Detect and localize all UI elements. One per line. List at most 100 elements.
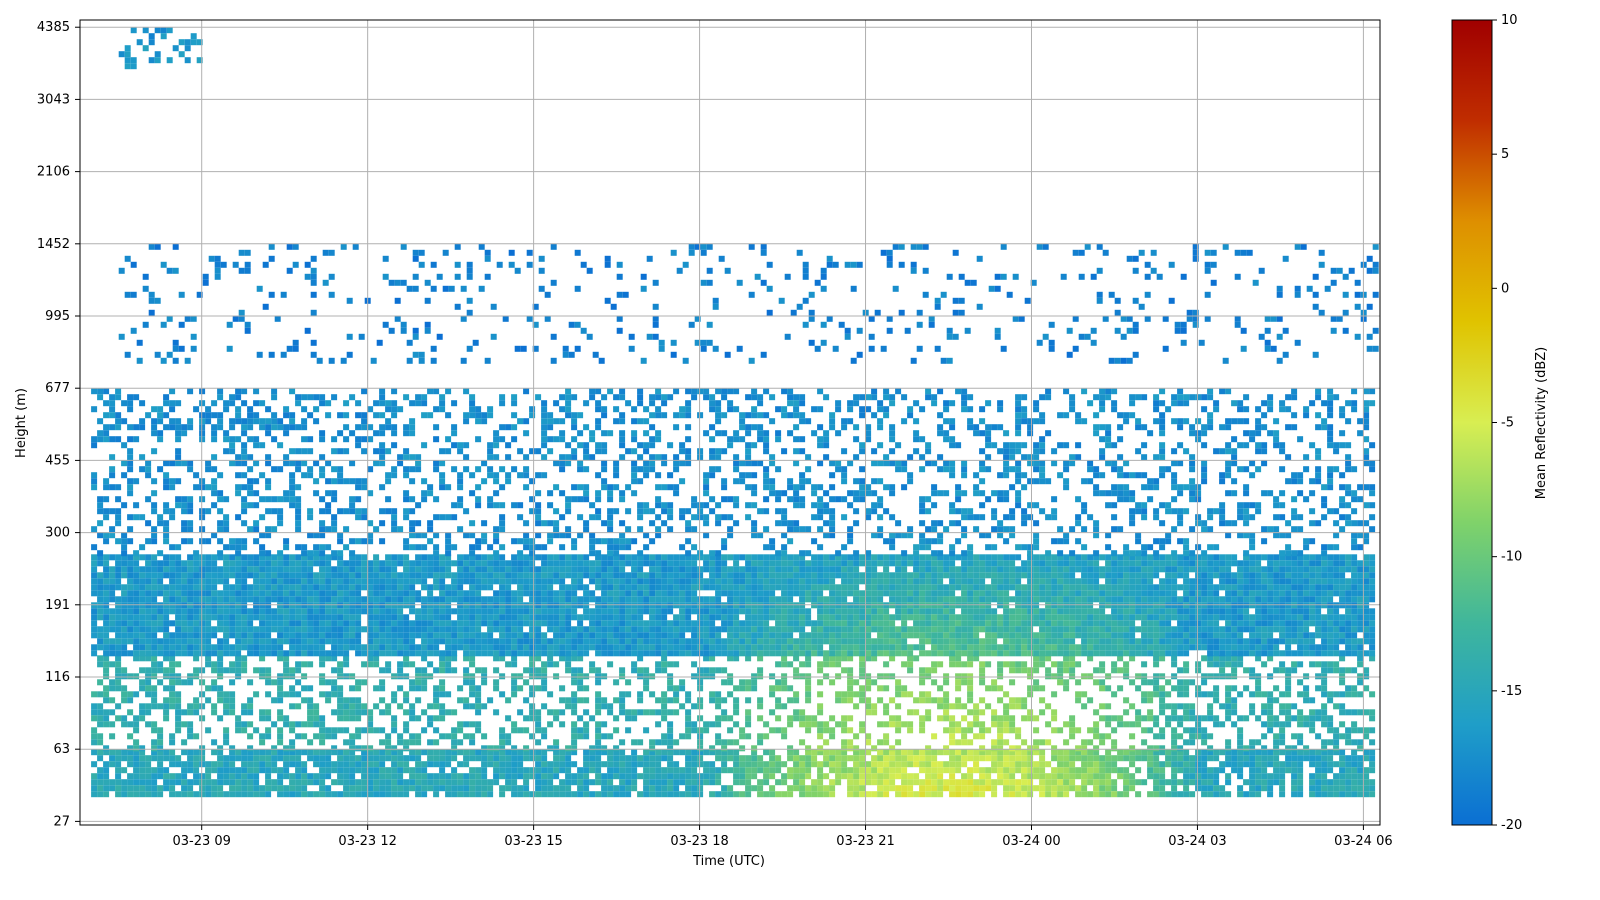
heatmap-cell bbox=[505, 755, 512, 762]
heatmap-cell bbox=[1009, 572, 1016, 579]
heatmap-cell bbox=[793, 773, 800, 780]
heatmap-cell bbox=[427, 572, 434, 579]
heatmap-cell bbox=[187, 767, 194, 774]
heatmap-cell bbox=[1075, 596, 1082, 603]
heatmap-cell bbox=[685, 584, 692, 591]
heatmap-cell bbox=[835, 721, 842, 728]
heatmap-cell bbox=[781, 685, 788, 692]
heatmap-cell bbox=[445, 755, 452, 762]
heatmap-cell bbox=[931, 608, 938, 615]
heatmap-cell bbox=[1063, 655, 1070, 662]
heatmap-cell bbox=[1063, 767, 1070, 774]
heatmap-cell bbox=[1087, 584, 1094, 591]
heatmap-cell bbox=[121, 566, 128, 573]
heatmap-cell bbox=[283, 755, 290, 762]
heatmap-cell bbox=[1099, 791, 1106, 798]
heatmap-cell bbox=[181, 596, 188, 603]
heatmap-cell bbox=[715, 773, 722, 780]
heatmap-cell bbox=[823, 785, 830, 792]
heatmap-cell bbox=[601, 566, 608, 573]
heatmap-cell bbox=[241, 655, 248, 662]
heatmap-cell bbox=[217, 655, 224, 662]
heatmap-cell bbox=[1315, 767, 1322, 774]
heatmap-cell bbox=[265, 608, 272, 615]
heatmap-cell bbox=[1285, 602, 1292, 609]
heatmap-cell bbox=[1141, 749, 1148, 756]
heatmap-cell bbox=[553, 785, 560, 792]
heatmap-cell bbox=[529, 667, 536, 674]
heatmap-cell bbox=[301, 560, 308, 567]
heatmap-cell bbox=[1093, 667, 1100, 674]
heatmap-cell bbox=[733, 602, 740, 609]
heatmap-cell bbox=[727, 691, 734, 698]
heatmap-cell bbox=[535, 602, 542, 609]
heatmap-cell bbox=[475, 779, 482, 786]
heatmap-cell bbox=[247, 709, 254, 716]
heatmap-cell bbox=[835, 779, 842, 786]
heatmap-cell bbox=[1237, 745, 1244, 752]
heatmap-cell bbox=[523, 679, 530, 686]
heatmap-cell bbox=[655, 767, 662, 774]
heatmap-cell bbox=[1207, 661, 1214, 668]
heatmap-cell bbox=[277, 697, 284, 704]
heatmap-cell bbox=[877, 578, 884, 585]
heatmap-cell bbox=[793, 590, 800, 597]
heatmap-cell bbox=[1273, 554, 1280, 561]
heatmap-cell bbox=[559, 709, 566, 716]
heatmap-cell bbox=[1213, 715, 1220, 722]
heatmap-cell bbox=[913, 560, 920, 567]
heatmap-cell bbox=[1261, 767, 1268, 774]
heatmap-cell bbox=[667, 578, 674, 585]
heatmap-cell bbox=[1207, 584, 1214, 591]
heatmap-cell bbox=[1261, 691, 1268, 698]
heatmap-cell bbox=[1093, 560, 1100, 567]
heatmap-cell bbox=[1303, 697, 1310, 704]
heatmap-cell bbox=[781, 590, 788, 597]
heatmap-cell bbox=[1159, 655, 1166, 662]
heatmap-cell bbox=[475, 755, 482, 762]
heatmap-cell bbox=[1153, 554, 1160, 561]
heatmap-cell bbox=[979, 773, 986, 780]
heatmap-cell bbox=[1111, 739, 1118, 746]
heatmap-cell bbox=[1213, 655, 1220, 662]
heatmap-cell bbox=[865, 602, 872, 609]
heatmap-cell bbox=[517, 749, 524, 756]
heatmap-cell bbox=[1165, 679, 1172, 686]
heatmap-cell bbox=[1291, 590, 1298, 597]
heatmap-cell bbox=[607, 596, 614, 603]
heatmap-cell bbox=[175, 703, 182, 710]
heatmap-cell bbox=[649, 709, 656, 716]
heatmap-cell bbox=[865, 590, 872, 597]
heatmap-cell bbox=[607, 560, 614, 567]
heatmap-cell bbox=[997, 749, 1004, 756]
heatmap-cell bbox=[1147, 566, 1154, 573]
heatmap-cell bbox=[667, 602, 674, 609]
heatmap-cell bbox=[115, 703, 122, 710]
heatmap-cell bbox=[511, 572, 518, 579]
heatmap-cell bbox=[223, 584, 230, 591]
heatmap-cell bbox=[673, 749, 680, 756]
heatmap-cell bbox=[391, 560, 398, 567]
heatmap-cell bbox=[595, 578, 602, 585]
heatmap-cell bbox=[133, 745, 140, 752]
heatmap-cell bbox=[307, 608, 314, 615]
heatmap-cell bbox=[193, 560, 200, 567]
heatmap-cell bbox=[235, 779, 242, 786]
heatmap-cell bbox=[889, 572, 896, 579]
heatmap-cell bbox=[295, 608, 302, 615]
heatmap-cell bbox=[151, 697, 158, 704]
heatmap-cell bbox=[157, 749, 164, 756]
heatmap-cell bbox=[97, 773, 104, 780]
heatmap-cell bbox=[721, 745, 728, 752]
heatmap-cell bbox=[1285, 596, 1292, 603]
heatmap-cell bbox=[1297, 739, 1304, 746]
heatmap-cell bbox=[571, 721, 578, 728]
heatmap-cell bbox=[1147, 691, 1154, 698]
heatmap-cell bbox=[319, 596, 326, 603]
heatmap-cell bbox=[505, 566, 512, 573]
heatmap-cell bbox=[1327, 560, 1334, 567]
heatmap-cell bbox=[307, 715, 314, 722]
heatmap-cell bbox=[445, 602, 452, 609]
heatmap-cell bbox=[571, 697, 578, 704]
heatmap-cell bbox=[181, 560, 188, 567]
